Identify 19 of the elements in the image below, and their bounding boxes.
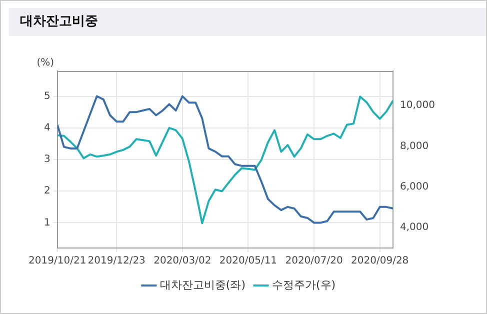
chart-title: 대차잔고비중	[9, 8, 486, 36]
y-axis-title: (%)	[36, 58, 54, 69]
x-tick-label: 2020/09/28	[351, 256, 409, 267]
x-tick-label: 2019/10/21	[28, 256, 86, 267]
y2-tick-label: 6,000	[400, 182, 429, 193]
y-tick-label: 1	[44, 217, 50, 228]
y-tick-label: 3	[44, 154, 50, 166]
x-tick-label: 2019/12/23	[88, 256, 146, 267]
y2-tick-label: 8,000	[400, 140, 429, 152]
legend-label: 수정주가(우)	[272, 278, 336, 292]
legend-label: 대차잔고비중(좌)	[160, 278, 246, 292]
y-tick-label: 2	[44, 186, 50, 197]
y2-tick-label: 10,000	[400, 100, 436, 112]
x-tick-label: 2020/05/11	[219, 256, 278, 267]
y2-tick-label: 4,000	[400, 222, 429, 234]
x-tick-label: 2020/07/20	[285, 256, 343, 267]
x-tick-label: 2020/03/02	[154, 256, 212, 267]
y-tick-label: 4	[44, 122, 50, 134]
y-tick-label: 5	[44, 90, 50, 102]
